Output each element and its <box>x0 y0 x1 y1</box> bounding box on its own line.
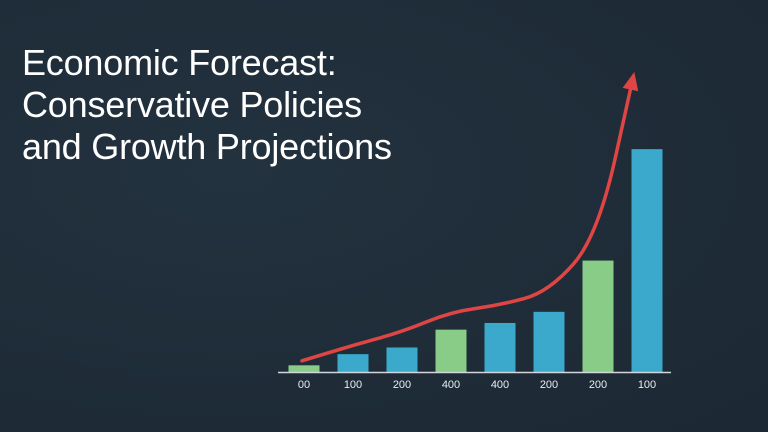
x-tick-label-8: 100 <box>638 379 656 391</box>
x-tick-label-2: 100 <box>344 379 362 391</box>
bar-3 <box>386 347 418 372</box>
slide-title: Economic Forecast: Conservative Policies… <box>22 42 492 168</box>
x-tick-label-5: 400 <box>491 379 509 391</box>
x-tick-label-4: 400 <box>442 379 460 391</box>
bar-4 <box>435 329 467 372</box>
x-tick-labels: 00 100 200 400 400 200 200 100 <box>298 379 656 391</box>
title-line-1: Economic Forecast: <box>22 42 337 83</box>
trend-line <box>300 76 635 363</box>
bar-1 <box>288 365 320 372</box>
x-tick-label-1: 00 <box>298 379 310 391</box>
bar-5 <box>484 322 516 372</box>
bar-8 <box>631 149 663 372</box>
bar-2 <box>337 354 369 372</box>
bar-7 <box>582 260 614 372</box>
trend-arrowhead <box>622 71 639 92</box>
x-tick-label-7: 200 <box>589 379 607 391</box>
bar-series <box>288 149 663 372</box>
bar-6 <box>533 311 565 372</box>
x-tick-label-6: 200 <box>540 379 558 391</box>
title-line-3: and Growth Projections <box>22 126 392 167</box>
title-line-2: Conservative Policies <box>22 84 362 125</box>
x-tick-label-3: 200 <box>393 379 411 391</box>
